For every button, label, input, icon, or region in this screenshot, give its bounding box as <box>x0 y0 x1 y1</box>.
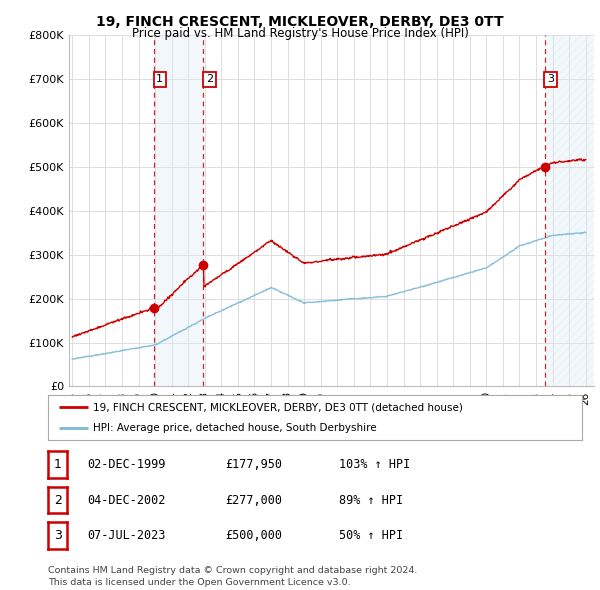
Text: £500,000: £500,000 <box>225 529 282 542</box>
Text: 1: 1 <box>156 74 163 84</box>
Text: Contains HM Land Registry data © Crown copyright and database right 2024.
This d: Contains HM Land Registry data © Crown c… <box>48 566 418 587</box>
Text: 2: 2 <box>206 74 213 84</box>
Text: 19, FINCH CRESCENT, MICKLEOVER, DERBY, DE3 0TT (detached house): 19, FINCH CRESCENT, MICKLEOVER, DERBY, D… <box>94 402 463 412</box>
Text: HPI: Average price, detached house, South Derbyshire: HPI: Average price, detached house, Sout… <box>94 422 377 432</box>
Text: 07-JUL-2023: 07-JUL-2023 <box>87 529 166 542</box>
Bar <box>154 35 203 386</box>
Text: 04-DEC-2002: 04-DEC-2002 <box>87 493 166 507</box>
Text: 103% ↑ HPI: 103% ↑ HPI <box>339 458 410 471</box>
Text: £177,950: £177,950 <box>225 458 282 471</box>
Text: 1: 1 <box>53 458 62 471</box>
Text: 3: 3 <box>547 74 554 84</box>
Text: 19, FINCH CRESCENT, MICKLEOVER, DERBY, DE3 0TT: 19, FINCH CRESCENT, MICKLEOVER, DERBY, D… <box>96 15 504 29</box>
Text: 3: 3 <box>53 529 62 542</box>
Bar <box>545 35 594 386</box>
Text: £277,000: £277,000 <box>225 493 282 507</box>
Text: 02-DEC-1999: 02-DEC-1999 <box>87 458 166 471</box>
Text: 89% ↑ HPI: 89% ↑ HPI <box>339 493 403 507</box>
Text: 2: 2 <box>53 493 62 507</box>
Text: Price paid vs. HM Land Registry's House Price Index (HPI): Price paid vs. HM Land Registry's House … <box>131 27 469 40</box>
Text: 50% ↑ HPI: 50% ↑ HPI <box>339 529 403 542</box>
